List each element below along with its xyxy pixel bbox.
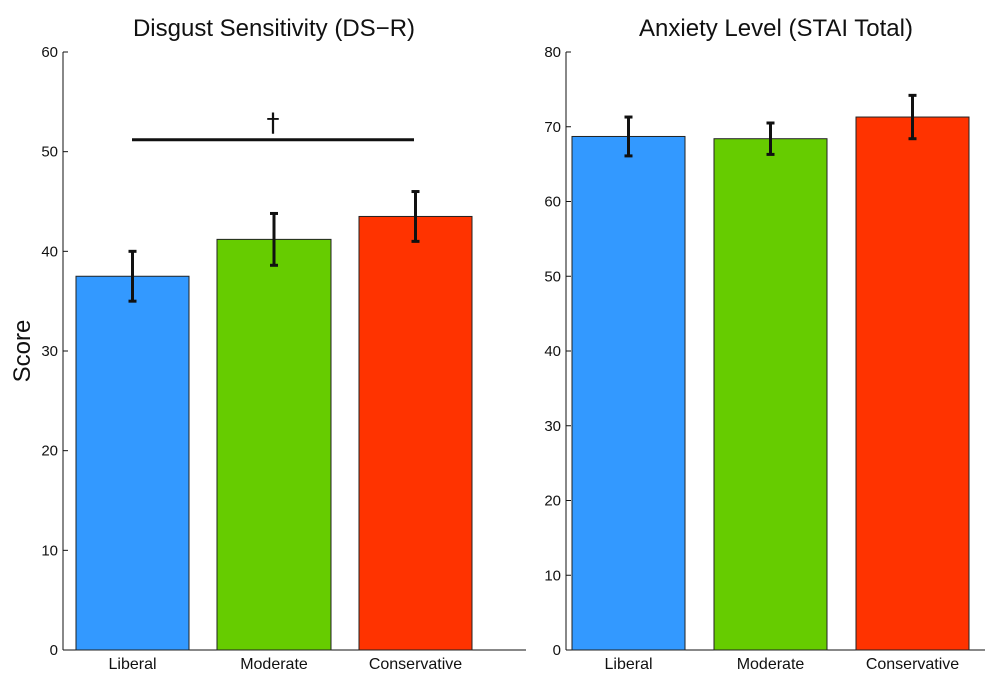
y-tick-label: 30: [41, 343, 58, 360]
x-category-label: Moderate: [240, 656, 308, 673]
y-tick-label: 60: [544, 194, 561, 211]
y-tick-label: 20: [544, 493, 561, 510]
y-tick-label: 40: [41, 243, 58, 260]
y-tick-label: 30: [544, 418, 561, 435]
y-tick-label: 10: [544, 567, 561, 584]
bar-liberal: [571, 135, 686, 651]
y-axis-label: Score: [9, 320, 36, 383]
bar-conservative: [358, 215, 473, 651]
y-tick-label: 50: [544, 268, 561, 285]
panel-1-title: Disgust Sensitivity (DS−R): [133, 15, 415, 42]
y-tick-label: 20: [41, 443, 58, 460]
y-tick-label: 70: [544, 119, 561, 136]
y-tick-label: 80: [544, 44, 561, 61]
x-category-label: Moderate: [737, 656, 805, 673]
bar-moderate: [216, 238, 332, 651]
x-category-label: Liberal: [604, 656, 652, 673]
y-tick-label: 40: [544, 343, 561, 360]
bar-conservative: [855, 116, 970, 651]
panel-2-title: Anxiety Level (STAI Total): [639, 15, 913, 42]
y-tick-label: 60: [41, 44, 58, 61]
x-category-label: Conservative: [369, 656, 462, 673]
significance-marker: †: [267, 109, 280, 139]
x-category-label: Conservative: [866, 656, 959, 673]
y-tick-label: 10: [41, 542, 58, 559]
y-tick-label: 0: [553, 642, 561, 659]
x-category-label: Liberal: [108, 656, 156, 673]
bar-liberal: [75, 275, 190, 651]
y-tick-label: 50: [41, 144, 58, 161]
bar-moderate: [713, 138, 828, 651]
y-tick-label: 0: [50, 642, 58, 659]
